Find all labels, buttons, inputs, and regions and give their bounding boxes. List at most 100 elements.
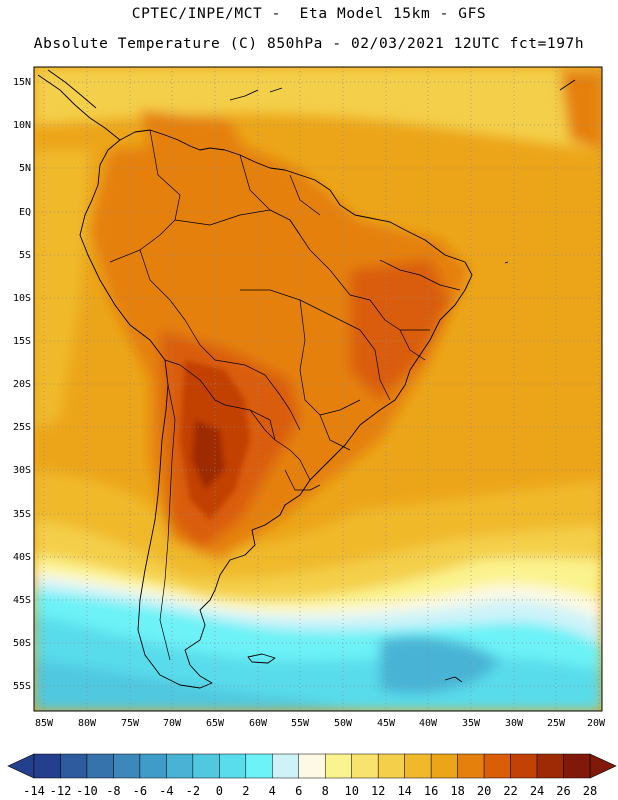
colorbar-label: -2 xyxy=(186,784,200,798)
colorbar-swatch xyxy=(219,753,247,779)
state-borders-2 xyxy=(240,289,361,331)
lat-label: 5N xyxy=(19,163,31,174)
colorbar-swatch xyxy=(192,753,220,779)
lon-label: 65W xyxy=(206,718,225,729)
caribbean-islands xyxy=(229,79,576,101)
colorbar-label: -6 xyxy=(133,784,147,798)
longitude-labels: 85W 80W 75W 70W 65W 60W 55W 50W 45W 40W … xyxy=(35,718,606,729)
colorbar-label: 18 xyxy=(450,784,464,798)
lat-label: EQ xyxy=(19,207,31,218)
state-borders-5 xyxy=(379,259,461,291)
border-venezuela-guyana xyxy=(239,154,271,211)
colorbar-swatch xyxy=(404,753,432,779)
south-georgia xyxy=(444,676,463,683)
state-borders-8 xyxy=(399,329,426,361)
state-borders-3 xyxy=(299,299,361,416)
colorbar-swatch xyxy=(324,753,352,779)
lat-label: 30S xyxy=(13,465,31,476)
border-uruguay xyxy=(284,469,321,491)
south-america-coastline xyxy=(79,129,473,689)
colorbar-label: 28 xyxy=(583,784,597,798)
field-south-cold-patch xyxy=(380,636,500,694)
colorbar-swatch xyxy=(351,753,379,779)
lon-label: 30W xyxy=(505,718,524,729)
title-line-1: CPTEC/INPE/MCT - Eta Model 15km - GFS xyxy=(131,6,487,22)
colorbar-label: 6 xyxy=(295,784,302,798)
state-borders-4 xyxy=(359,329,391,401)
central-america-coastline xyxy=(37,69,121,141)
colorbar-label: -10 xyxy=(76,784,98,798)
country-borders xyxy=(109,129,461,661)
colorbar-label: -8 xyxy=(106,784,120,798)
colorbar-swatch xyxy=(377,753,405,779)
lon-label: 45W xyxy=(377,718,396,729)
lat-label: 55S xyxy=(13,681,31,692)
field-north-warm xyxy=(34,67,602,150)
lat-label: 10N xyxy=(13,120,31,131)
lon-label: 40W xyxy=(419,718,438,729)
colorbar-swatch xyxy=(298,753,326,779)
lon-label: 35W xyxy=(462,718,481,729)
lat-label: 45S xyxy=(13,595,31,606)
colorbar-label: 2 xyxy=(242,784,249,798)
colorbar-swatch xyxy=(60,753,88,779)
lon-label: 50W xyxy=(334,718,353,729)
lat-label: 40S xyxy=(13,552,31,563)
lat-label: 50S xyxy=(13,638,31,649)
fernando-island xyxy=(504,261,509,264)
colorbar-swatch xyxy=(113,753,141,779)
lat-label: 35S xyxy=(13,509,31,520)
colorbar-swatch xyxy=(86,753,114,779)
colorbar-right-arrow xyxy=(589,753,617,779)
border-argentina-north xyxy=(164,359,276,441)
colorbar-label: 14 xyxy=(397,784,411,798)
colorbar-swatch xyxy=(139,753,167,779)
colorbar-swatch xyxy=(33,753,61,779)
colorbar-label: 10 xyxy=(344,784,358,798)
colorbar-label: 0 xyxy=(216,784,223,798)
coastlines xyxy=(37,69,576,689)
lon-label: 70W xyxy=(163,718,182,729)
lat-label: 20S xyxy=(13,379,31,390)
border-paraguay xyxy=(249,409,276,441)
colorbar-label: -14 xyxy=(23,784,45,798)
lon-label: 85W xyxy=(35,718,54,729)
colorbar-label: 20 xyxy=(477,784,491,798)
colorbar-label: 8 xyxy=(322,784,329,798)
border-peru-brazil xyxy=(139,249,216,361)
colorbar-swatch xyxy=(536,753,564,779)
colorbar-label: 4 xyxy=(269,784,276,798)
title-line-2: Absolute Temperature (C) 850hPa - 02/03/… xyxy=(33,36,585,52)
state-borders-7 xyxy=(319,414,351,451)
colorbar-left-arrow xyxy=(7,753,35,779)
colorbar-swatch xyxy=(563,753,591,779)
temperature-field xyxy=(34,67,602,711)
lon-label: 75W xyxy=(121,718,140,729)
lon-label: 25W xyxy=(547,718,566,729)
colorbar-swatch xyxy=(510,753,538,779)
state-borders-6 xyxy=(349,294,430,331)
lat-label: 15N xyxy=(13,77,31,88)
border-argentina-brazil xyxy=(274,439,311,481)
colorbar-swatch xyxy=(430,753,458,779)
colorbar-label: 22 xyxy=(503,784,517,798)
field-core-hottest xyxy=(192,420,225,490)
colorbar-label: 26 xyxy=(556,784,570,798)
colorbar-swatch xyxy=(272,753,300,779)
lon-label: 55W xyxy=(291,718,310,729)
lat-label: 25S xyxy=(13,422,31,433)
border-bolivia xyxy=(214,359,301,431)
state-borders-1 xyxy=(289,219,351,296)
field-atlantic-warm-patch xyxy=(560,70,602,150)
lat-label: 10S xyxy=(13,293,31,304)
graticule xyxy=(34,67,602,711)
falklands xyxy=(247,653,276,664)
lat-label: 5S xyxy=(19,250,31,261)
lon-label: 80W xyxy=(78,718,97,729)
colorbar-swatch xyxy=(166,753,194,779)
border-chile-argentina xyxy=(159,384,176,661)
colorbar-label: 16 xyxy=(424,784,438,798)
colorbar-label: 12 xyxy=(371,784,385,798)
latitude-labels: 15N 10N 5N EQ 5S 10S 15S 20S 25S 30S 35S… xyxy=(13,77,31,692)
